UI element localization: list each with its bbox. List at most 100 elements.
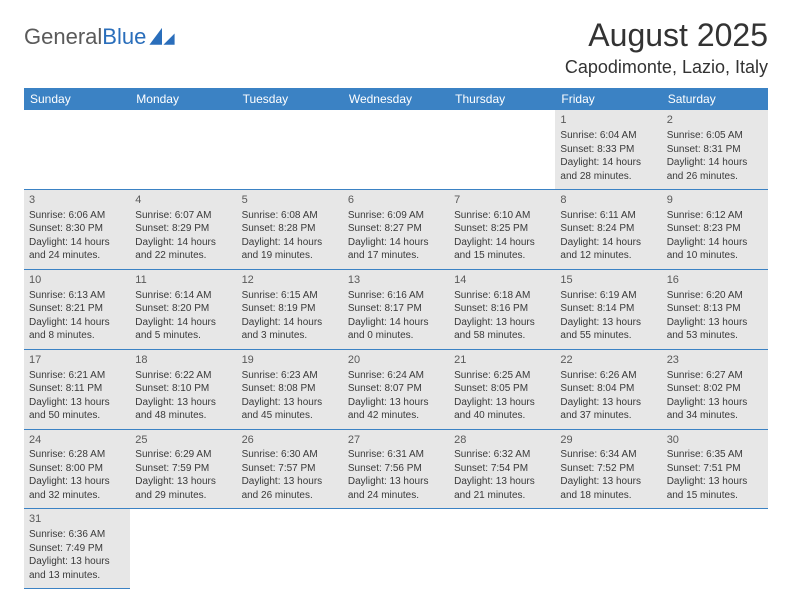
day-number: 18 (135, 353, 231, 368)
calendar-cell: 18Sunrise: 6:22 AMSunset: 8:10 PMDayligh… (130, 349, 236, 429)
calendar-cell: 10Sunrise: 6:13 AMSunset: 8:21 PMDayligh… (24, 269, 130, 349)
sunrise-line: Sunrise: 6:25 AM (454, 369, 550, 383)
sunrise-line: Sunrise: 6:36 AM (29, 528, 125, 542)
daylight-line: Daylight: 13 hours and 55 minutes. (560, 316, 656, 343)
sunset-line: Sunset: 7:56 PM (348, 462, 444, 476)
sunset-line: Sunset: 8:10 PM (135, 382, 231, 396)
weekday-header: Sunday (24, 88, 130, 110)
daylight-line: Daylight: 14 hours and 10 minutes. (667, 236, 763, 263)
calendar-cell (449, 110, 555, 189)
day-number: 2 (667, 113, 763, 128)
calendar-cell: 28Sunrise: 6:32 AMSunset: 7:54 PMDayligh… (449, 429, 555, 509)
daylight-line: Daylight: 14 hours and 28 minutes. (560, 156, 656, 183)
sunrise-line: Sunrise: 6:32 AM (454, 448, 550, 462)
calendar-cell: 2Sunrise: 6:05 AMSunset: 8:31 PMDaylight… (662, 110, 768, 189)
daylight-line: Daylight: 14 hours and 3 minutes. (242, 316, 338, 343)
sunset-line: Sunset: 8:25 PM (454, 222, 550, 236)
calendar-row: 3Sunrise: 6:06 AMSunset: 8:30 PMDaylight… (24, 190, 768, 270)
calendar-cell: 31Sunrise: 6:36 AMSunset: 7:49 PMDayligh… (24, 509, 130, 589)
sunset-line: Sunset: 7:59 PM (135, 462, 231, 476)
daylight-line: Daylight: 13 hours and 15 minutes. (667, 475, 763, 502)
sunrise-line: Sunrise: 6:23 AM (242, 369, 338, 383)
daylight-line: Daylight: 13 hours and 37 minutes. (560, 396, 656, 423)
day-number: 1 (560, 113, 656, 128)
weekday-header-row: SundayMondayTuesdayWednesdayThursdayFrid… (24, 88, 768, 110)
calendar-cell: 17Sunrise: 6:21 AMSunset: 8:11 PMDayligh… (24, 349, 130, 429)
day-number: 14 (454, 273, 550, 288)
calendar-cell (24, 110, 130, 189)
sunset-line: Sunset: 8:08 PM (242, 382, 338, 396)
sunset-line: Sunset: 7:57 PM (242, 462, 338, 476)
day-number: 17 (29, 353, 125, 368)
day-number: 30 (667, 433, 763, 448)
calendar-cell: 16Sunrise: 6:20 AMSunset: 8:13 PMDayligh… (662, 269, 768, 349)
sunset-line: Sunset: 8:33 PM (560, 143, 656, 157)
header: GeneralBlue August 2025 Capodimonte, Laz… (24, 18, 768, 78)
sunset-line: Sunset: 7:49 PM (29, 542, 125, 556)
sunrise-line: Sunrise: 6:19 AM (560, 289, 656, 303)
weekday-header: Saturday (662, 88, 768, 110)
sunrise-line: Sunrise: 6:15 AM (242, 289, 338, 303)
calendar-cell: 9Sunrise: 6:12 AMSunset: 8:23 PMDaylight… (662, 190, 768, 270)
sunrise-line: Sunrise: 6:30 AM (242, 448, 338, 462)
sunrise-line: Sunrise: 6:27 AM (667, 369, 763, 383)
sunrise-line: Sunrise: 6:16 AM (348, 289, 444, 303)
daylight-line: Daylight: 13 hours and 45 minutes. (242, 396, 338, 423)
sunrise-line: Sunrise: 6:06 AM (29, 209, 125, 223)
calendar-row: 17Sunrise: 6:21 AMSunset: 8:11 PMDayligh… (24, 349, 768, 429)
sunrise-line: Sunrise: 6:35 AM (667, 448, 763, 462)
calendar-cell: 11Sunrise: 6:14 AMSunset: 8:20 PMDayligh… (130, 269, 236, 349)
sunset-line: Sunset: 8:11 PM (29, 382, 125, 396)
day-number: 10 (29, 273, 125, 288)
day-number: 3 (29, 193, 125, 208)
daylight-line: Daylight: 13 hours and 58 minutes. (454, 316, 550, 343)
weekday-header: Wednesday (343, 88, 449, 110)
sunrise-line: Sunrise: 6:05 AM (667, 129, 763, 143)
day-number: 12 (242, 273, 338, 288)
calendar-cell: 8Sunrise: 6:11 AMSunset: 8:24 PMDaylight… (555, 190, 661, 270)
sunset-line: Sunset: 7:54 PM (454, 462, 550, 476)
sunrise-line: Sunrise: 6:22 AM (135, 369, 231, 383)
location: Capodimonte, Lazio, Italy (565, 57, 768, 78)
day-number: 22 (560, 353, 656, 368)
calendar-cell (130, 509, 236, 589)
daylight-line: Daylight: 14 hours and 22 minutes. (135, 236, 231, 263)
sunset-line: Sunset: 8:28 PM (242, 222, 338, 236)
day-number: 25 (135, 433, 231, 448)
sunrise-line: Sunrise: 6:21 AM (29, 369, 125, 383)
daylight-line: Daylight: 13 hours and 13 minutes. (29, 555, 125, 582)
sunrise-line: Sunrise: 6:09 AM (348, 209, 444, 223)
weekday-header: Thursday (449, 88, 555, 110)
daylight-line: Daylight: 13 hours and 50 minutes. (29, 396, 125, 423)
logo-text-general: General (24, 24, 102, 50)
daylight-line: Daylight: 14 hours and 5 minutes. (135, 316, 231, 343)
sunrise-line: Sunrise: 6:28 AM (29, 448, 125, 462)
sunset-line: Sunset: 8:04 PM (560, 382, 656, 396)
sunset-line: Sunset: 7:52 PM (560, 462, 656, 476)
daylight-line: Daylight: 14 hours and 8 minutes. (29, 316, 125, 343)
calendar-cell: 19Sunrise: 6:23 AMSunset: 8:08 PMDayligh… (237, 349, 343, 429)
daylight-line: Daylight: 14 hours and 24 minutes. (29, 236, 125, 263)
sunset-line: Sunset: 8:02 PM (667, 382, 763, 396)
calendar-cell: 20Sunrise: 6:24 AMSunset: 8:07 PMDayligh… (343, 349, 449, 429)
sunrise-line: Sunrise: 6:04 AM (560, 129, 656, 143)
daylight-line: Daylight: 13 hours and 40 minutes. (454, 396, 550, 423)
day-number: 20 (348, 353, 444, 368)
daylight-line: Daylight: 13 hours and 29 minutes. (135, 475, 231, 502)
calendar-cell (237, 110, 343, 189)
day-number: 31 (29, 512, 125, 527)
calendar-cell: 1Sunrise: 6:04 AMSunset: 8:33 PMDaylight… (555, 110, 661, 189)
day-number: 29 (560, 433, 656, 448)
sunrise-line: Sunrise: 6:11 AM (560, 209, 656, 223)
calendar-cell (343, 509, 449, 589)
calendar-cell: 21Sunrise: 6:25 AMSunset: 8:05 PMDayligh… (449, 349, 555, 429)
sunset-line: Sunset: 8:17 PM (348, 302, 444, 316)
calendar-cell (662, 509, 768, 589)
daylight-line: Daylight: 13 hours and 26 minutes. (242, 475, 338, 502)
calendar-cell: 4Sunrise: 6:07 AMSunset: 8:29 PMDaylight… (130, 190, 236, 270)
daylight-line: Daylight: 14 hours and 26 minutes. (667, 156, 763, 183)
calendar-cell (449, 509, 555, 589)
calendar-cell: 27Sunrise: 6:31 AMSunset: 7:56 PMDayligh… (343, 429, 449, 509)
day-number: 21 (454, 353, 550, 368)
page: GeneralBlue August 2025 Capodimonte, Laz… (0, 0, 792, 607)
